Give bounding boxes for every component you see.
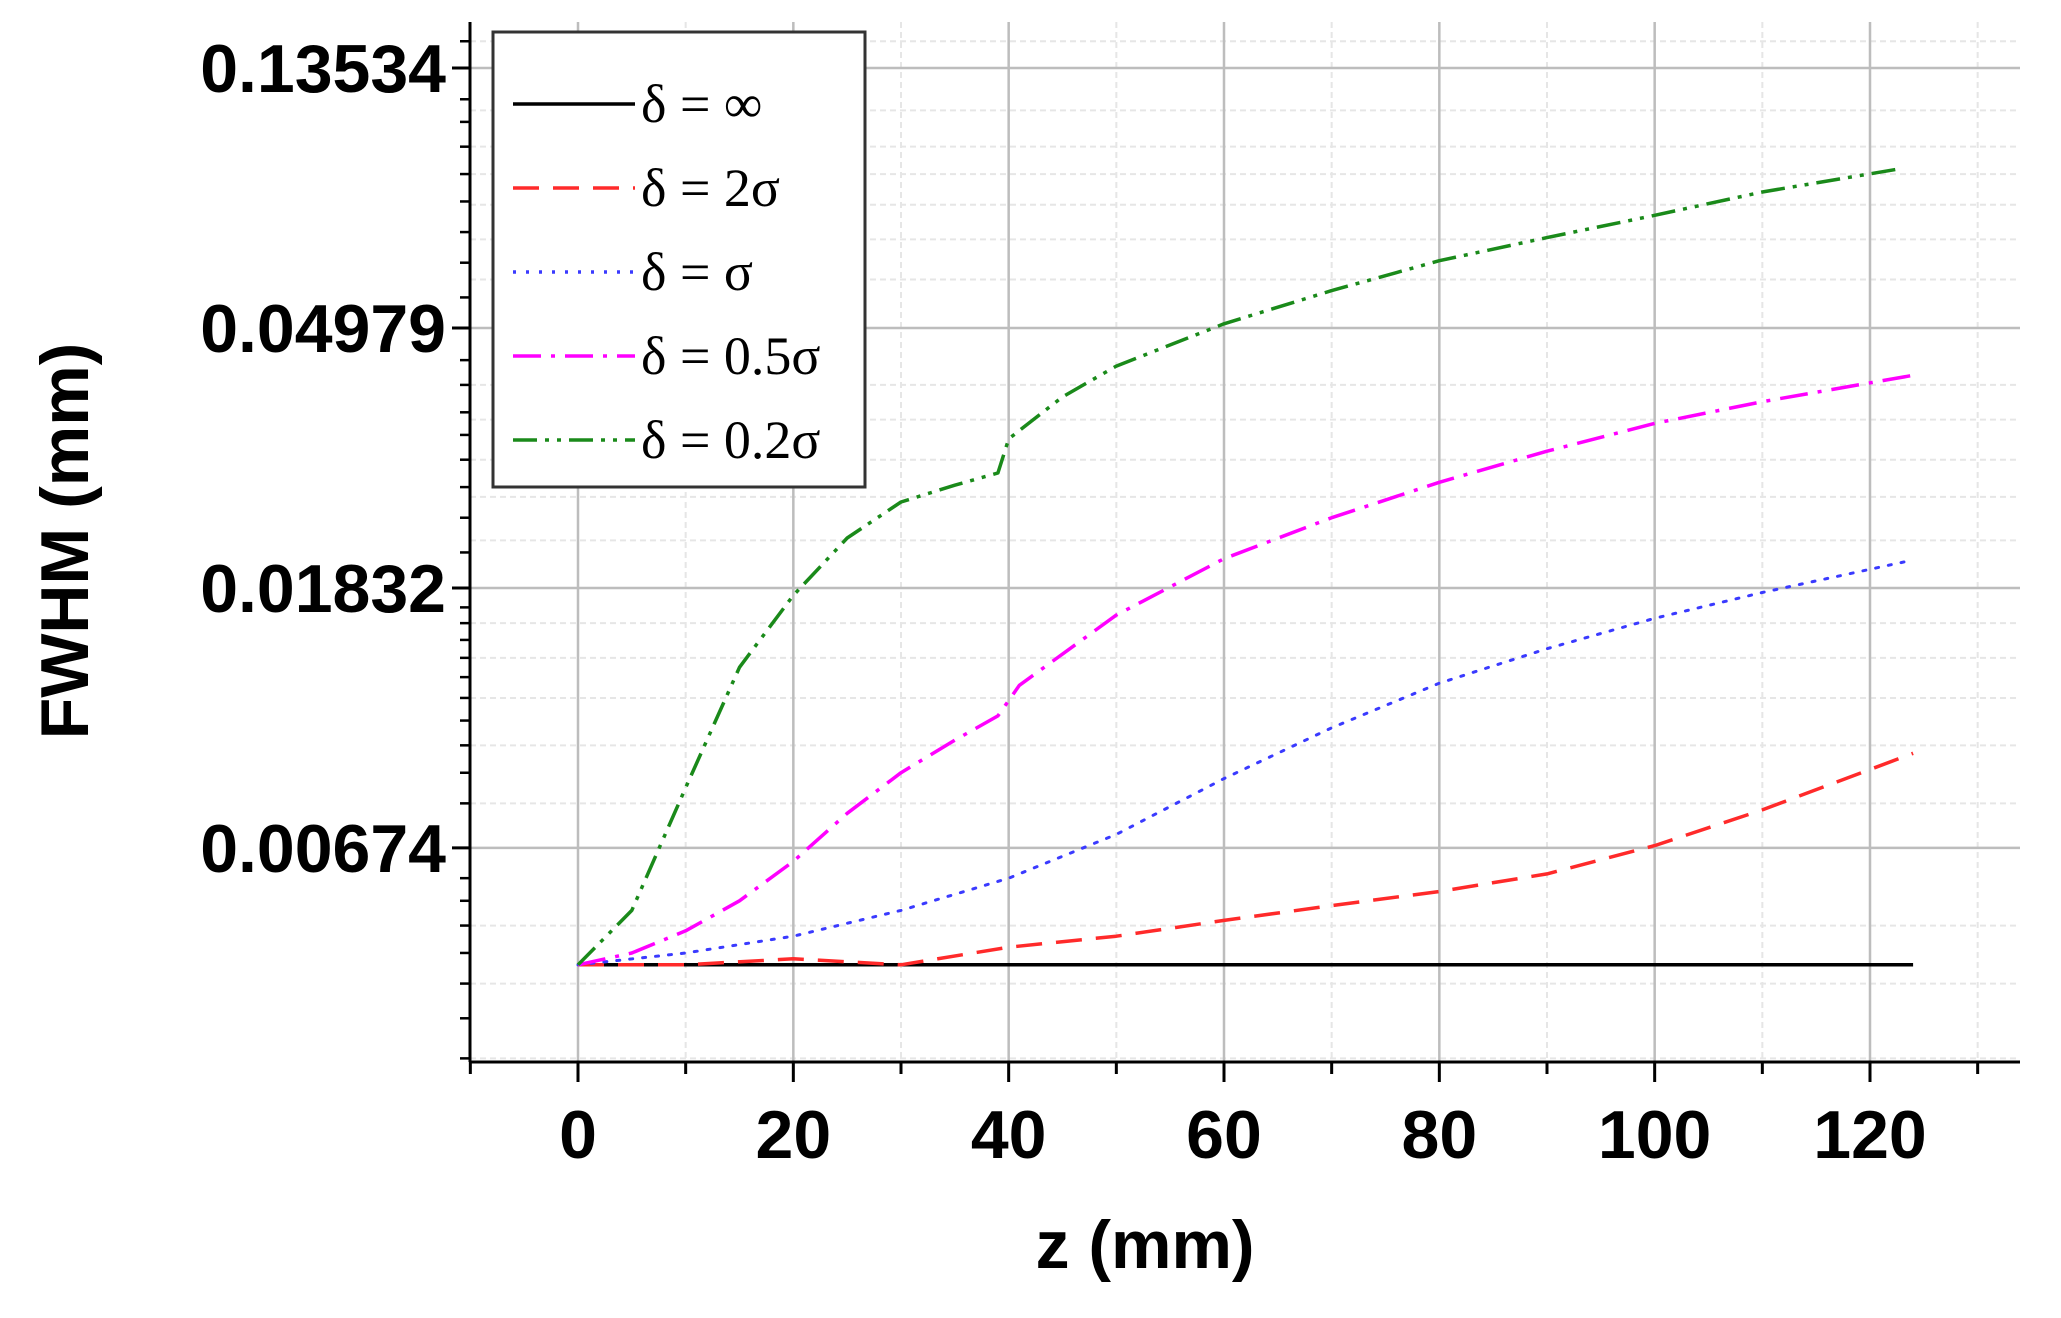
legend-label: δ = 0.2σ xyxy=(641,410,821,470)
legend-label: δ = σ xyxy=(641,242,753,302)
x-tick-label: 0 xyxy=(559,1097,597,1173)
series-line-3 xyxy=(577,373,1914,967)
y-tick-label: 0.01832 xyxy=(200,551,446,627)
legend-box xyxy=(491,30,867,489)
legend-layer: δ = ∞ δ = 2σ δ = σ δ = 0.5σ δ = 0.2σ xyxy=(491,30,867,489)
x-tick-label: 40 xyxy=(971,1097,1047,1173)
series-line-1 xyxy=(578,751,1914,967)
tick-label-layer: 0 20 40 60 80 100 120 0.00674 0.01832 0.04979 0.13… xyxy=(200,31,1927,1173)
x-axis-title: z (mm) xyxy=(1035,1207,1254,1283)
series-layer xyxy=(576,166,1915,967)
x-tick-label: 120 xyxy=(1813,1097,1926,1173)
y-tick-label: 0.00674 xyxy=(200,811,446,887)
x-tick-label: 20 xyxy=(756,1097,832,1173)
x-tick-label: 100 xyxy=(1598,1097,1711,1173)
x-tick-label: 60 xyxy=(1186,1097,1262,1173)
x-tick-label: 80 xyxy=(1402,1097,1478,1173)
y-tick-label: 0.13534 xyxy=(200,31,446,107)
y-tick-label: 0.04979 xyxy=(200,291,446,367)
legend-label: δ = 0.5σ xyxy=(641,326,821,386)
legend-label: δ = ∞ xyxy=(641,74,762,134)
axes-layer xyxy=(452,22,2020,1082)
series-line-2 xyxy=(576,558,1915,967)
legend-label: δ = 2σ xyxy=(641,158,780,218)
series-line-4 xyxy=(576,166,1903,967)
y-axis-title: FWHM (mm) xyxy=(27,343,103,740)
